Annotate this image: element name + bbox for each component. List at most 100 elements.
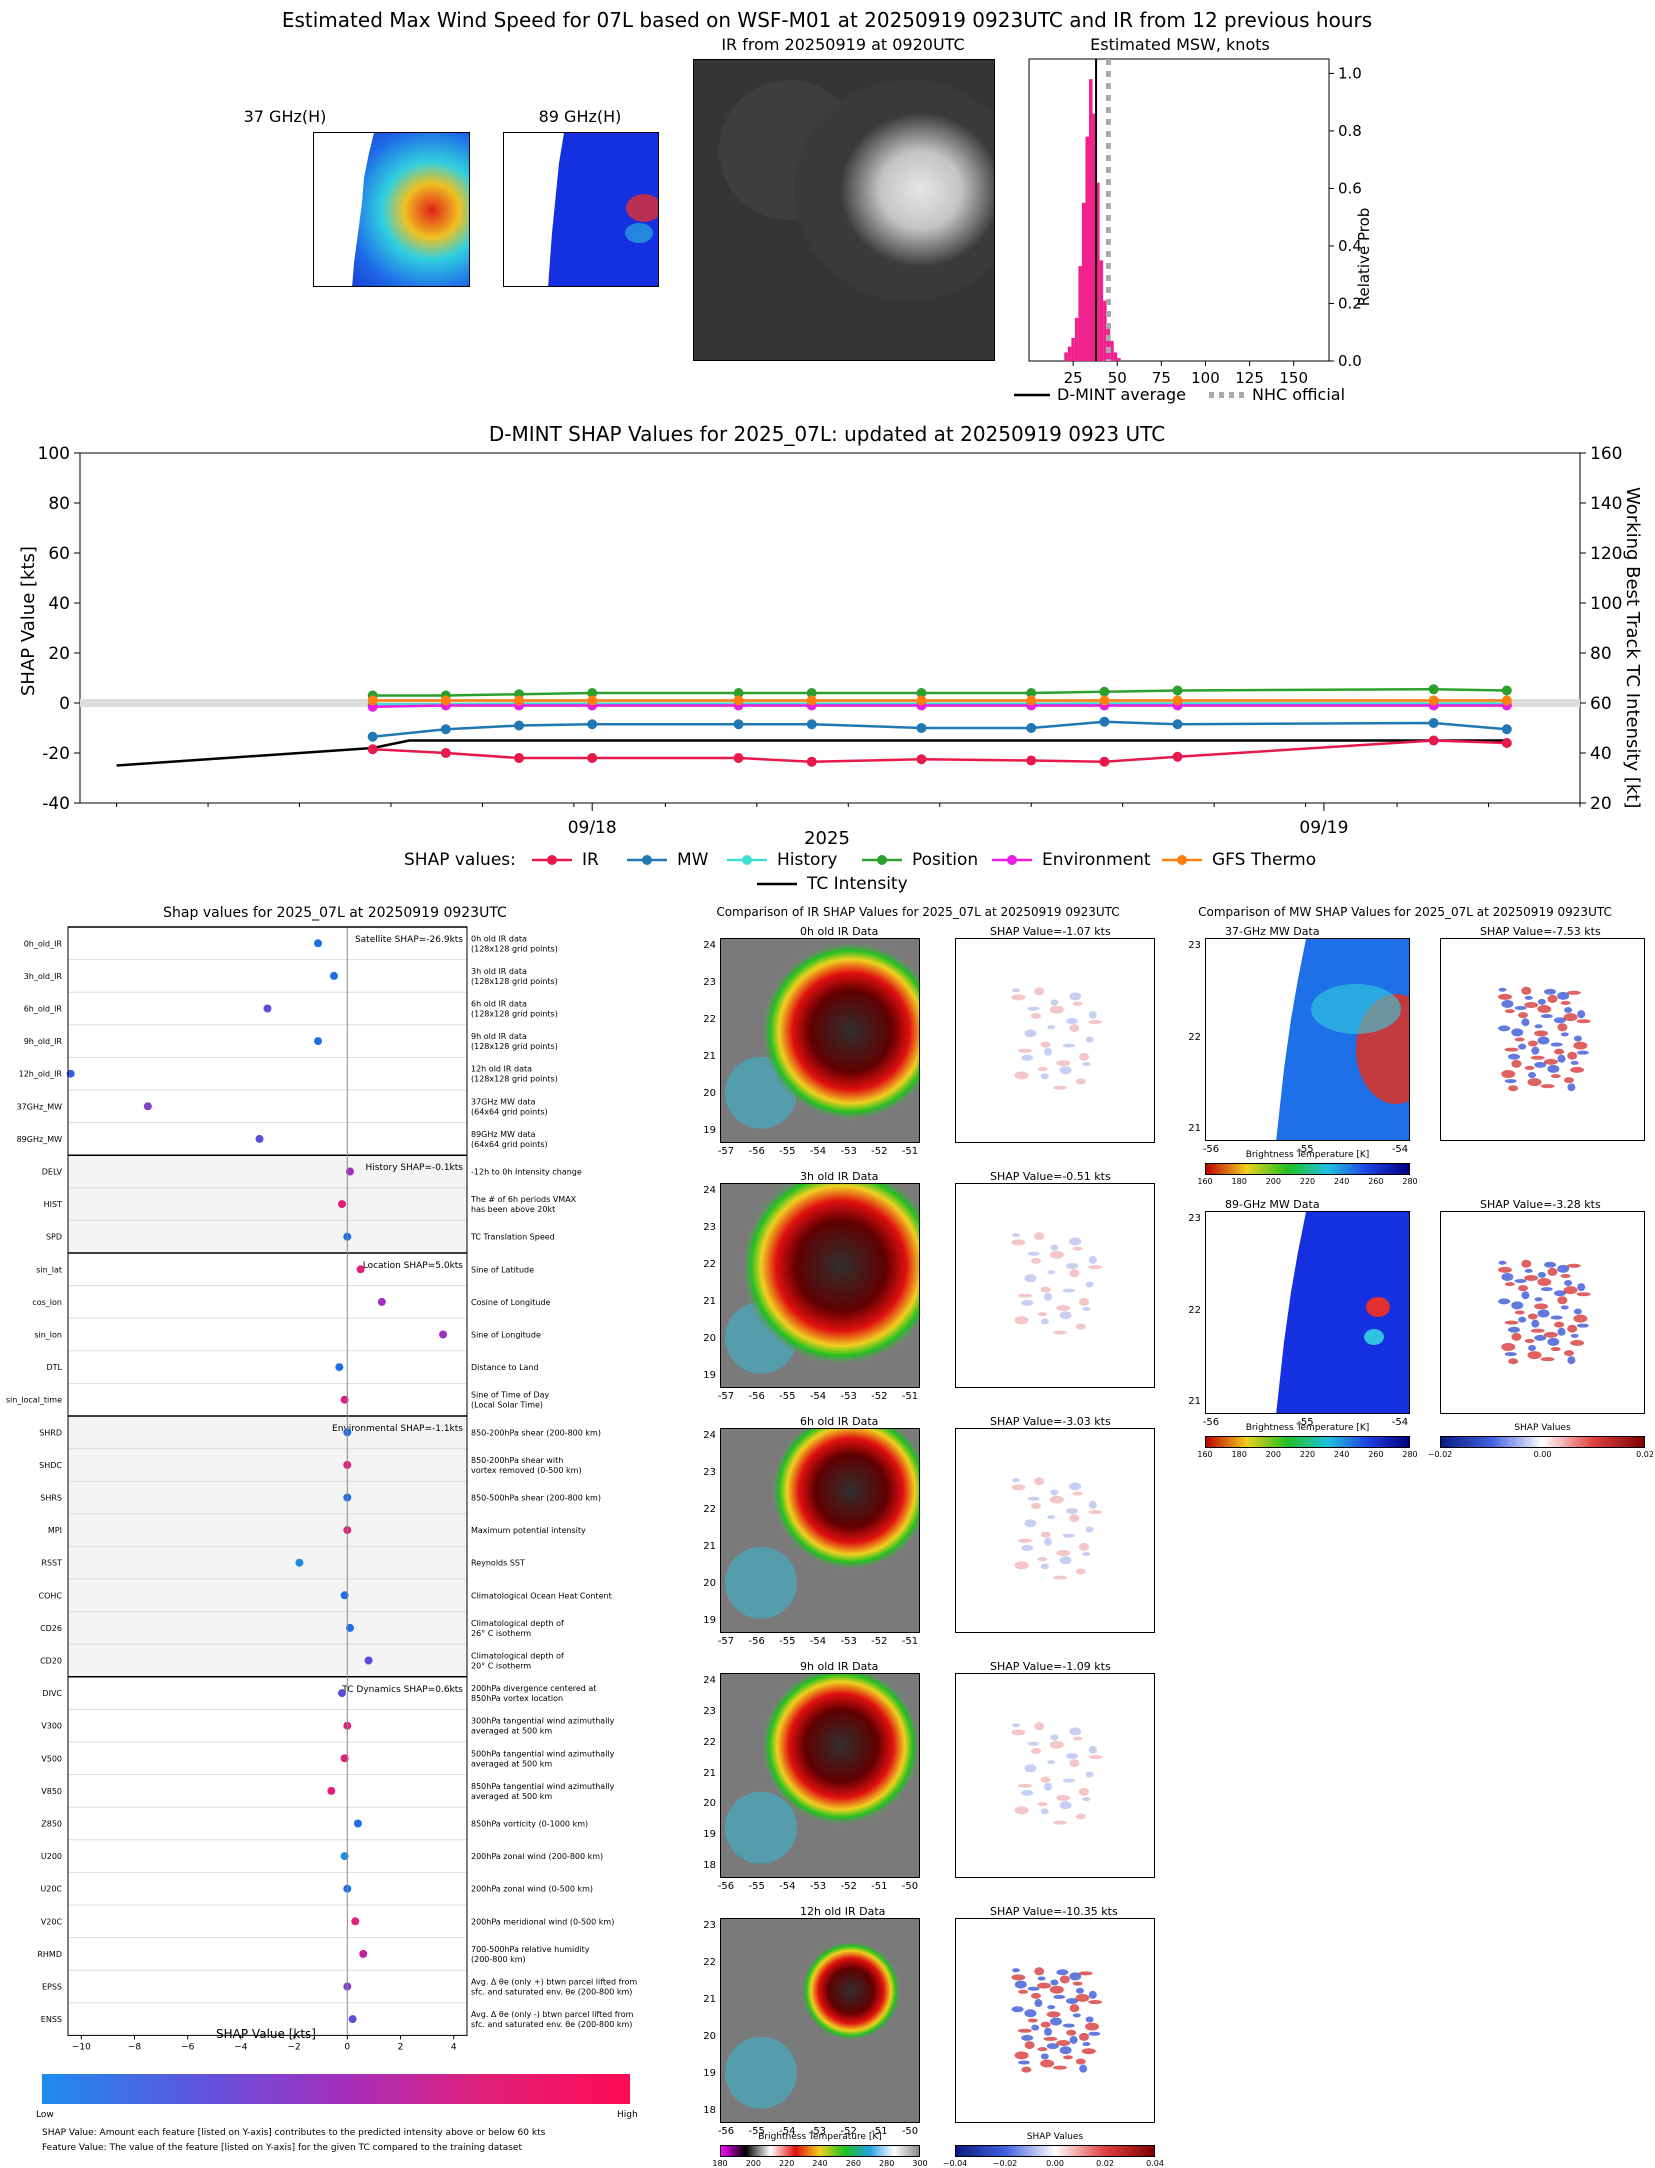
feature-name: U200: [41, 1852, 62, 1861]
feature-desc: 850hPa tangential wind azimuthally: [471, 1782, 615, 1791]
feature-name: SPD: [46, 1233, 62, 1242]
axis-ytick-label: 23: [703, 1705, 716, 1717]
colorbar-tick: 0.00: [1533, 1450, 1552, 1459]
feature-desc: sfc. and saturated env. θe (200-800 km): [471, 1988, 632, 1997]
msw-bar: [1085, 136, 1089, 361]
feature-name: V300: [41, 1722, 62, 1731]
feature-desc: 850hPa vorticity (0-1000 km): [471, 1820, 588, 1829]
scatter-xtick-label: 2: [398, 2042, 404, 2052]
axis-xtick-label: -55: [1297, 1144, 1314, 1155]
ts-ytick-label: -20: [42, 744, 70, 764]
mw-row-shap: SHAP Value=-3.28 kts: [1480, 1198, 1601, 1211]
feature-point: [340, 1852, 349, 1861]
feature-name: SHDC: [39, 1461, 62, 1470]
shap-map-image: [955, 1183, 1155, 1388]
feature-name: V500: [41, 1754, 62, 1763]
axis-ytick-label: 18: [703, 2105, 716, 2116]
ir-data-image: [720, 1918, 920, 2123]
axis-ytick-label: 22: [703, 1014, 716, 1025]
colorbar: [1205, 1163, 1410, 1175]
feature-point: [359, 1949, 368, 1958]
shap-map-image: [1440, 1211, 1645, 1414]
msw-frame: [1028, 58, 1330, 362]
series-point: [1172, 685, 1183, 696]
legend-nhc-line: [1209, 392, 1245, 398]
feature-desc: (128x128 grid points): [471, 944, 558, 953]
feature-desc: Maximum potential intensity: [471, 1526, 586, 1535]
feature-desc: (128x128 grid points): [471, 1042, 558, 1051]
feature-desc: Sine of Time of Day: [471, 1391, 550, 1400]
feature-desc: (128x128 grid points): [471, 1010, 558, 1019]
axis-xtick-label: -54: [809, 1146, 827, 1157]
colorbar-tick: 220: [1299, 1450, 1316, 1459]
colorbar-label: SHAP Values: [1026, 2132, 1084, 2142]
axis-ytick-label: 19: [703, 1370, 716, 1381]
feature-desc: 12h old IR data: [471, 1065, 532, 1074]
feature-name: 89GHz_MW: [17, 1135, 62, 1144]
feature-point: [340, 1754, 349, 1763]
feature-name: 0h_old_IR: [24, 939, 63, 948]
legend-label: Position: [912, 850, 979, 870]
axis-xtick-label: -52: [871, 1636, 888, 1647]
axis-xtick-label: -55: [748, 2126, 765, 2137]
ts-ytick-label: 20: [48, 644, 70, 664]
ts-y2tick-label: 160: [1590, 444, 1622, 464]
mw89-title: 89 GHz(H): [538, 107, 622, 126]
series-point: [916, 723, 927, 733]
shap-map-image: [955, 1673, 1155, 1878]
msw-bar: [1074, 317, 1079, 361]
feature-desc: averaged at 500 km: [471, 1792, 552, 1801]
series-point: [1172, 719, 1183, 730]
group-label: History SHAP=-0.1kts: [366, 1163, 464, 1173]
axis-ytick-label: 24: [703, 940, 716, 951]
feature-point: [143, 1102, 152, 1111]
axis-ytick-label: 23: [703, 977, 716, 988]
feature-name: sin_lat: [36, 1265, 62, 1274]
feature-desc: 0h old IR data: [471, 934, 527, 943]
colorbar: [720, 2145, 920, 2157]
ts-y2tick-label: 60: [1590, 694, 1612, 714]
feature-desc: 700-500hPa relative humidity: [471, 1945, 590, 1954]
axis-xtick-label: -51: [871, 2126, 888, 2137]
scatter-xtick-label: −8: [128, 2042, 142, 2052]
feature-point: [353, 1819, 362, 1828]
legend-marker: [992, 855, 1032, 865]
axis-ytick-label: 20: [703, 2031, 716, 2042]
feature-name: RHMD: [37, 1950, 62, 1959]
axis-ytick-label: 19: [703, 1615, 716, 1626]
mw-row-shap: SHAP Value=-7.53 kts: [1480, 925, 1601, 938]
colorbar-tick: 180: [1231, 1177, 1247, 1186]
scatter-xtick-label: −10: [72, 2042, 91, 2052]
feature-desc: Sine of Latitude: [471, 1265, 534, 1274]
series-point: [733, 719, 744, 730]
axis-xtick-label: -52: [840, 2126, 857, 2137]
feature-point: [348, 2015, 357, 2024]
axis-xtick-label: -50: [901, 1881, 919, 1892]
feature-desc: vortex removed (0-500 km): [471, 1466, 582, 1475]
colorbar-tick: −0.02: [1427, 1450, 1453, 1459]
msw-bar: [1071, 337, 1075, 361]
feature-desc: TC Translation Speed: [470, 1233, 555, 1242]
scatter-xlabel: SHAP Value [kts]: [216, 2027, 316, 2041]
ts-xlabel: 2025: [804, 828, 850, 849]
feature-desc: averaged at 500 km: [471, 1727, 552, 1736]
feature-point: [439, 1330, 448, 1339]
axis-xtick-label: -56: [748, 1391, 765, 1402]
feature-desc: 6h old IR data: [471, 1000, 527, 1009]
series-point: [1026, 755, 1037, 766]
axis-xtick-label: -54: [779, 1881, 796, 1892]
feature-desc: 200hPa zonal wind (0-500 km): [471, 1885, 593, 1894]
feature-point: [330, 971, 338, 980]
series-line-mw: [372, 720, 1507, 738]
axis-ytick-label: 22: [1188, 1304, 1201, 1316]
series-point: [440, 748, 451, 758]
legend-label: TC Intensity: [807, 874, 908, 894]
feature-point: [314, 1037, 323, 1046]
series-point: [514, 695, 525, 706]
footnote-2: Feature Value: The value of the feature …: [42, 2143, 523, 2153]
feature-name: EPSS: [42, 1983, 62, 1992]
axis-ytick-label: 21: [703, 1541, 716, 1552]
axis-xtick-label: -54: [809, 1636, 827, 1647]
feature-desc: 850-500hPa shear (200-800 km): [471, 1494, 601, 1503]
axis-ytick-label: 18: [703, 1860, 716, 1871]
